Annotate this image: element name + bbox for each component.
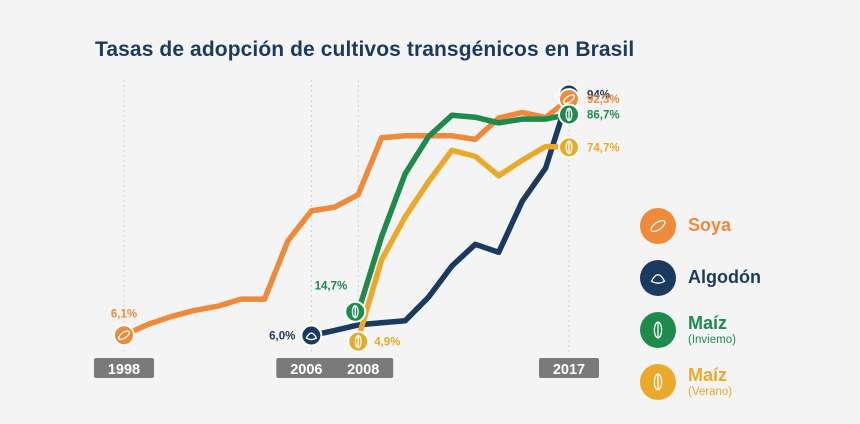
- x-axis-box-2006: [276, 358, 337, 378]
- series-line-maiz_invierno: [355, 111, 572, 315]
- chart-title: Tasas de adopción de cultivos transgénic…: [95, 38, 635, 61]
- legend-sub-maiz-verano: (Verano): [688, 386, 733, 398]
- legend-item-soya[interactable]: Soya: [640, 205, 840, 245]
- legend-label-algodon: Algodón: [688, 267, 761, 287]
- x-axis-box-2017: [539, 358, 599, 378]
- data-label-start-maiz_invierno: 14,7%: [315, 281, 348, 293]
- corn-cob-icon: [640, 312, 676, 348]
- series-line-algodon: [308, 91, 572, 339]
- legend-sub-maiz-invierno: (Inviemo): [688, 334, 736, 346]
- data-label-start-maiz_verano: 4,9%: [374, 337, 400, 349]
- legend-item-maiz-verano[interactable]: Maíz (Verano): [640, 361, 840, 401]
- data-label-start-soya: 6,1%: [111, 308, 137, 320]
- x-tick-label-2006: 2006: [290, 362, 322, 378]
- x-tick-label-2008: 2008: [347, 362, 379, 378]
- x-tick-label-2017: 2017: [553, 362, 585, 378]
- x-tick-label-1998: 1998: [108, 362, 140, 378]
- data-label-start-algodon: 6,0%: [269, 331, 295, 343]
- corn-cob-icon: [640, 364, 676, 400]
- x-axis-box-1998: [94, 358, 154, 378]
- x-axis-box-2008: [333, 358, 394, 378]
- data-label-end-soya: 92,3%: [587, 94, 620, 106]
- legend-item-maiz-invierno[interactable]: Maíz (Inviemo): [640, 309, 840, 349]
- soybean-pod-icon: [640, 208, 676, 244]
- data-label-end-maiz_invierno: 86,7%: [587, 109, 620, 121]
- marker-start-algodon[interactable]: [300, 324, 323, 347]
- marker-start-soya[interactable]: [113, 324, 135, 347]
- legend-label-maiz-verano: Maíz: [688, 365, 728, 385]
- legend: Soya Algodón Maíz (Inviemo) Maíz (Verano…: [640, 205, 840, 413]
- data-label-end-algodon: 94%: [587, 89, 610, 101]
- data-label-end-maiz_verano: 74,7%: [587, 142, 620, 154]
- legend-label-soya: Soya: [688, 215, 732, 235]
- legend-label-maiz-invierno: Maíz: [688, 313, 728, 333]
- legend-item-algodon[interactable]: Algodón: [640, 257, 840, 297]
- series-line-maiz_verano: [355, 143, 572, 342]
- series-line-soya: [121, 96, 572, 339]
- cotton-flower-icon: [640, 260, 676, 296]
